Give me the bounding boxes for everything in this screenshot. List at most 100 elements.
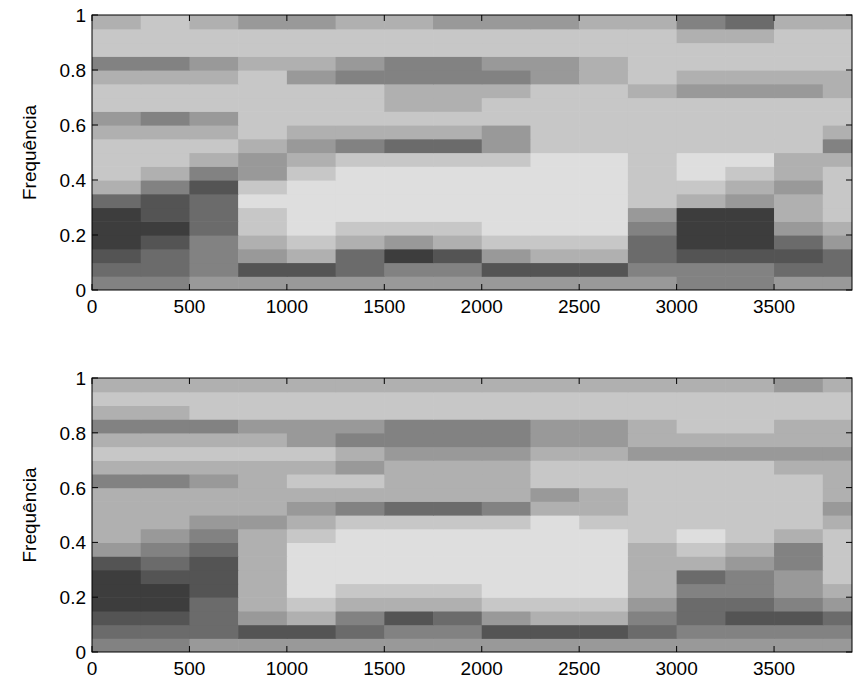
cell <box>530 474 579 488</box>
cell <box>725 84 774 98</box>
cell <box>384 194 433 208</box>
cell <box>141 125 190 139</box>
cell <box>287 180 336 194</box>
cell <box>336 180 385 194</box>
cell <box>774 488 823 502</box>
cell <box>92 15 141 29</box>
cell <box>141 597 190 611</box>
cell <box>384 235 433 249</box>
cell <box>530 43 579 57</box>
cell <box>725 625 774 639</box>
cell <box>677 474 726 488</box>
cell <box>482 447 531 461</box>
cell <box>725 460 774 474</box>
cell <box>189 515 238 529</box>
cell <box>287 419 336 433</box>
cell <box>482 584 531 598</box>
cell <box>287 84 336 98</box>
cell <box>579 208 628 222</box>
cell <box>482 405 531 419</box>
cell <box>677 43 726 57</box>
cell <box>530 625 579 639</box>
cell <box>189 611 238 625</box>
y-tick <box>846 290 852 291</box>
cell <box>238 570 287 584</box>
cell <box>238 638 287 652</box>
cell <box>287 638 336 652</box>
cell <box>774 56 823 70</box>
x-tick <box>676 646 677 652</box>
cell <box>823 249 852 263</box>
cell <box>774 542 823 556</box>
cell <box>482 501 531 515</box>
cell <box>677 235 726 249</box>
cell <box>384 111 433 125</box>
cell <box>384 529 433 543</box>
cell <box>141 638 190 652</box>
x-tick <box>774 284 775 290</box>
cell <box>141 84 190 98</box>
cell <box>287 447 336 461</box>
cell <box>530 166 579 180</box>
cell <box>774 249 823 263</box>
cell <box>189 542 238 556</box>
cell <box>189 180 238 194</box>
cell <box>141 276 190 290</box>
x-tick <box>286 284 287 290</box>
cell <box>482 98 531 112</box>
cell <box>530 29 579 43</box>
cell <box>189 249 238 263</box>
cell <box>530 597 579 611</box>
cell <box>774 139 823 153</box>
cell <box>823 392 852 406</box>
heatmap-cells <box>92 15 852 290</box>
cell <box>287 611 336 625</box>
x-tick <box>92 646 93 652</box>
cell <box>823 98 852 112</box>
cell <box>238 392 287 406</box>
cell <box>628 392 677 406</box>
y-tick <box>846 652 852 653</box>
x-tick <box>676 284 677 290</box>
y-tick <box>92 290 98 291</box>
cell <box>141 460 190 474</box>
cell <box>141 208 190 222</box>
cell <box>530 15 579 29</box>
y-tick <box>846 542 852 543</box>
cell <box>384 405 433 419</box>
cell <box>482 474 531 488</box>
cell <box>823 488 852 502</box>
cell <box>433 111 482 125</box>
cell <box>579 98 628 112</box>
cell <box>141 611 190 625</box>
cell <box>774 460 823 474</box>
cell <box>579 460 628 474</box>
cell <box>725 584 774 598</box>
x-tick-label: 2000 <box>461 658 503 679</box>
cell <box>384 570 433 584</box>
cell <box>677 194 726 208</box>
cell <box>92 263 141 277</box>
cell <box>823 419 852 433</box>
cell <box>287 111 336 125</box>
cell <box>677 611 726 625</box>
cell <box>628 611 677 625</box>
cell <box>141 529 190 543</box>
cell <box>92 447 141 461</box>
cell <box>433 570 482 584</box>
y-tick <box>92 597 98 598</box>
cell <box>677 249 726 263</box>
cell <box>628 488 677 502</box>
cell <box>141 56 190 70</box>
cell <box>823 638 852 652</box>
cell <box>628 405 677 419</box>
cell <box>774 208 823 222</box>
cell <box>336 56 385 70</box>
cell <box>336 111 385 125</box>
cell <box>336 625 385 639</box>
cell <box>141 153 190 167</box>
cell <box>482 378 531 392</box>
cell <box>141 378 190 392</box>
y-tick <box>92 235 98 236</box>
cell <box>774 235 823 249</box>
